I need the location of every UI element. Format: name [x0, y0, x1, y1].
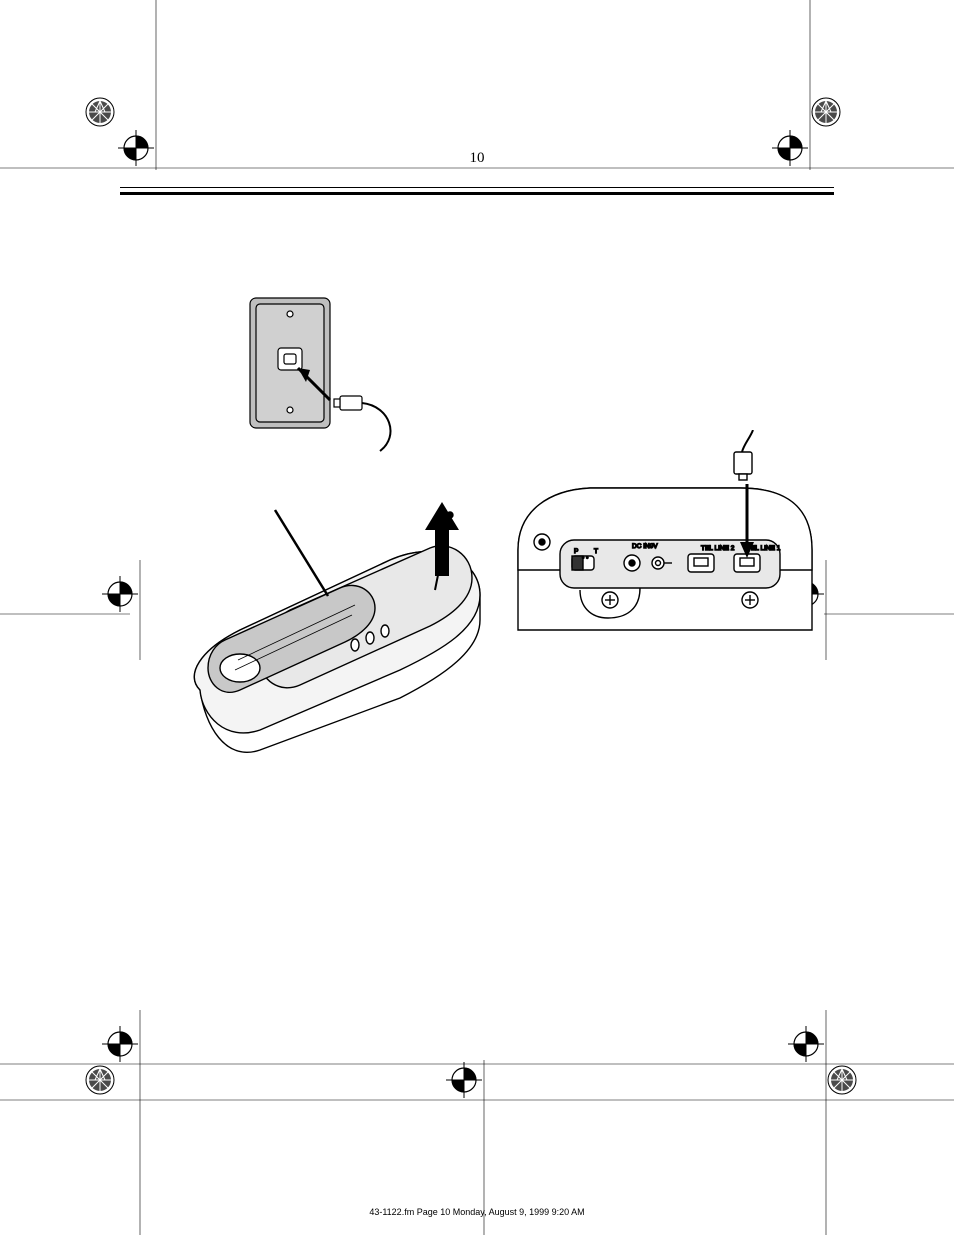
registration-star-icon	[822, 1060, 862, 1100]
header-rule	[120, 187, 834, 195]
page: 10	[0, 0, 954, 1235]
page-header: 10	[120, 150, 834, 195]
footer-filename: 43-1122.fm Page 10 Monday, August 9, 199…	[0, 1207, 954, 1217]
registration-cross-icon	[444, 1060, 484, 1100]
registration-cross-icon	[116, 128, 156, 168]
registration-star-icon	[80, 92, 120, 132]
registration-cross-icon	[786, 1024, 826, 1064]
registration-star-icon	[80, 1060, 120, 1100]
tel2-label: TEL LINE 2	[701, 545, 735, 552]
registration-star-icon	[806, 92, 846, 132]
wall-plate-illustration	[230, 290, 430, 480]
registration-cross-icon	[100, 1024, 140, 1064]
registration-cross-icon	[100, 574, 140, 614]
switch-t-label: T	[594, 548, 598, 555]
rear-view-illustration: P T • • DC IN9V TEL LINE 2 TEL LINE 1	[510, 430, 820, 680]
switch-p-label: P	[574, 548, 578, 555]
registration-cross-icon	[770, 128, 810, 168]
svg-text:• •: • •	[582, 555, 589, 562]
page-number: 10	[120, 150, 834, 167]
base-unit-illustration	[180, 500, 490, 760]
dc-label: DC IN9V	[632, 543, 658, 550]
